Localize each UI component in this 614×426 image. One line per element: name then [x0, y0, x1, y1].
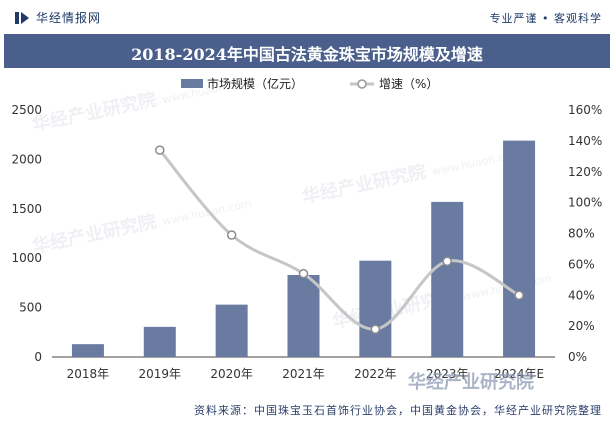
chart-title: 2018-2024年中国古法黄金珠宝市场规模及增速: [131, 45, 483, 64]
title-bar: 2018-2024年中国古法黄金珠宝市场规模及增速: [4, 34, 610, 68]
y-right-tick-label: 20%: [568, 319, 595, 333]
legend-label-bar: 市场规模（亿元）: [207, 76, 303, 91]
y-left-tick-label: 2500: [11, 103, 42, 117]
line-point: [226, 230, 237, 240]
line-point: [442, 256, 452, 267]
brand: 华经情报网: [14, 9, 101, 26]
slogan: 专业严谨 • 客观科学: [489, 12, 602, 25]
y-left-tick-label: 0: [34, 350, 42, 364]
y-right-tick-label: 120%: [568, 165, 602, 179]
bar: [359, 260, 392, 357]
y-right-tick-label: 80%: [568, 227, 595, 241]
line-point: [370, 324, 381, 334]
line-point: [514, 290, 524, 300]
watermark-logo: 华经产业研究院: [408, 372, 534, 393]
x-tick-label: 2020年: [210, 367, 253, 381]
x-tick-label: 2018年: [67, 367, 110, 381]
x-tick-label: 2023年: [426, 367, 469, 381]
series-line-growth: [158, 149, 520, 331]
y-right-tick-label: 140%: [568, 134, 602, 148]
bar: [71, 344, 104, 357]
y-right-tick-label: 100%: [568, 196, 602, 210]
x-tick-label: 2022年: [354, 367, 397, 381]
bar: [431, 201, 464, 357]
y-left-tick-label: 2000: [11, 152, 42, 166]
y-left-tick-label: 1500: [11, 202, 42, 216]
bar: [143, 326, 176, 357]
y-left-tick-label: 1000: [11, 251, 42, 265]
y-right-tick-label: 60%: [568, 257, 595, 271]
x-tick-label: 2019年: [139, 367, 182, 381]
y-right-tick-label: 40%: [568, 288, 595, 302]
brand-logo-icon: [15, 11, 29, 24]
y-right-tick-label: 0%: [568, 350, 587, 364]
header-bar: 华经情报网 专业严谨 • 客观科学: [0, 0, 614, 34]
x-tick-label: 2021年: [282, 367, 325, 381]
y-right-tick-label: 160%: [568, 103, 602, 117]
y-left-tick-label: 500: [19, 301, 42, 315]
line-point: [155, 145, 165, 155]
legend-swatch-bar: [181, 79, 203, 88]
legend-label-line: 增速（%）: [379, 77, 438, 91]
legend-marker-line: [357, 79, 367, 89]
x-tick-label: 2024年E: [494, 367, 544, 381]
source-note: 资料来源：中国珠宝玉石首饰行业协会，中国黄金协会，华经产业研究院整理: [194, 404, 602, 417]
chart: 市场规模（亿元） 增速（%） 0 500 1000 1500 2000 2500 0% 20% 40…: [11, 76, 602, 381]
line-point: [298, 268, 309, 279]
bar: [287, 274, 320, 357]
brand-name: 华经情报网: [36, 11, 102, 25]
bar: [503, 140, 536, 357]
bar: [215, 304, 248, 357]
